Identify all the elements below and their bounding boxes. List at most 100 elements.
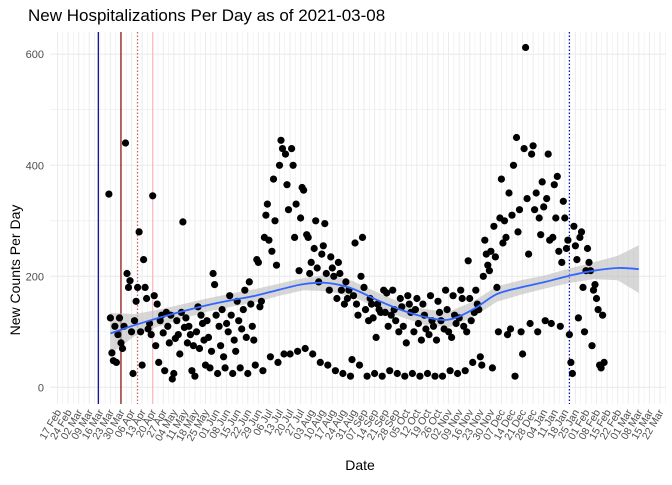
data-point [239, 306, 247, 314]
data-point [203, 317, 211, 325]
data-point [550, 181, 558, 189]
data-point [571, 242, 580, 250]
data-point [140, 256, 148, 264]
data-point [281, 150, 290, 158]
data-point [186, 331, 194, 339]
data-point [580, 328, 589, 336]
data-point [117, 339, 125, 347]
data-point [328, 264, 336, 272]
data-point [207, 347, 216, 355]
data-point [304, 233, 312, 241]
data-point [537, 231, 545, 239]
data-point [325, 286, 333, 294]
data-point [399, 322, 407, 330]
data-point [599, 311, 607, 319]
data-point [463, 328, 471, 336]
data-point [589, 286, 598, 294]
data-point [215, 322, 223, 330]
data-point [266, 353, 274, 361]
data-point [443, 306, 451, 314]
data-point [230, 336, 238, 344]
data-point [378, 372, 386, 380]
data-point [135, 228, 143, 236]
data-point [333, 294, 341, 303]
data-point [514, 228, 522, 236]
data-point [597, 364, 605, 372]
data-point [423, 369, 432, 378]
data-point [591, 281, 599, 289]
data-point [369, 314, 377, 322]
data-point [416, 372, 424, 380]
data-point [541, 317, 549, 325]
data-point [464, 257, 472, 265]
data-point [543, 195, 551, 203]
data-point [567, 358, 575, 366]
data-point [126, 277, 134, 285]
data-point [251, 361, 259, 369]
y-tick-label: 600 [26, 49, 44, 61]
data-point [368, 300, 376, 308]
data-point [268, 247, 276, 255]
data-point [155, 358, 163, 366]
data-point [197, 311, 205, 319]
data-point [306, 269, 314, 278]
data-point [493, 283, 501, 291]
data-point [342, 278, 350, 286]
data-point [147, 331, 155, 339]
data-point [505, 189, 513, 197]
data-point [558, 258, 566, 266]
data-point [448, 333, 456, 341]
data-point [179, 218, 187, 226]
data-point [129, 369, 137, 378]
data-point [191, 372, 199, 380]
data-point [485, 267, 493, 275]
smooth-trend-line [110, 267, 639, 335]
data-point [114, 331, 122, 339]
data-point [236, 364, 244, 372]
data-point [478, 361, 486, 369]
data-point [112, 358, 120, 366]
data-point [374, 300, 382, 308]
data-point [577, 228, 586, 236]
data-point [381, 308, 389, 316]
data-point [592, 294, 601, 303]
data-point [562, 244, 571, 253]
data-point [559, 197, 567, 205]
y-tick-label: 400 [26, 160, 44, 172]
data-point [232, 347, 240, 355]
data-point [457, 286, 465, 294]
data-point [330, 272, 338, 280]
data-point [289, 161, 297, 169]
data-point [363, 372, 371, 380]
data-point [229, 369, 237, 378]
data-point [185, 322, 193, 330]
data-point [531, 206, 539, 214]
data-point [224, 328, 232, 336]
data-point [487, 247, 495, 255]
data-point [227, 311, 235, 319]
data-point [355, 361, 364, 369]
data-point [286, 350, 294, 358]
data-point [111, 322, 119, 330]
data-point [564, 236, 572, 244]
data-point [393, 369, 401, 378]
data-point [402, 339, 410, 347]
data-point [576, 233, 584, 241]
data-point [183, 339, 191, 347]
data-point [352, 300, 361, 308]
data-point [316, 358, 324, 366]
data-point [446, 367, 454, 375]
data-point [321, 220, 329, 228]
data-point [556, 322, 564, 330]
data-point [384, 322, 392, 330]
data-point [214, 369, 222, 378]
data-point [497, 175, 505, 183]
data-point [481, 236, 489, 244]
data-point [257, 297, 265, 305]
data-point [288, 145, 296, 153]
data-point [573, 256, 581, 264]
data-point [401, 372, 409, 380]
data-point [295, 267, 303, 275]
data-point [149, 192, 157, 200]
